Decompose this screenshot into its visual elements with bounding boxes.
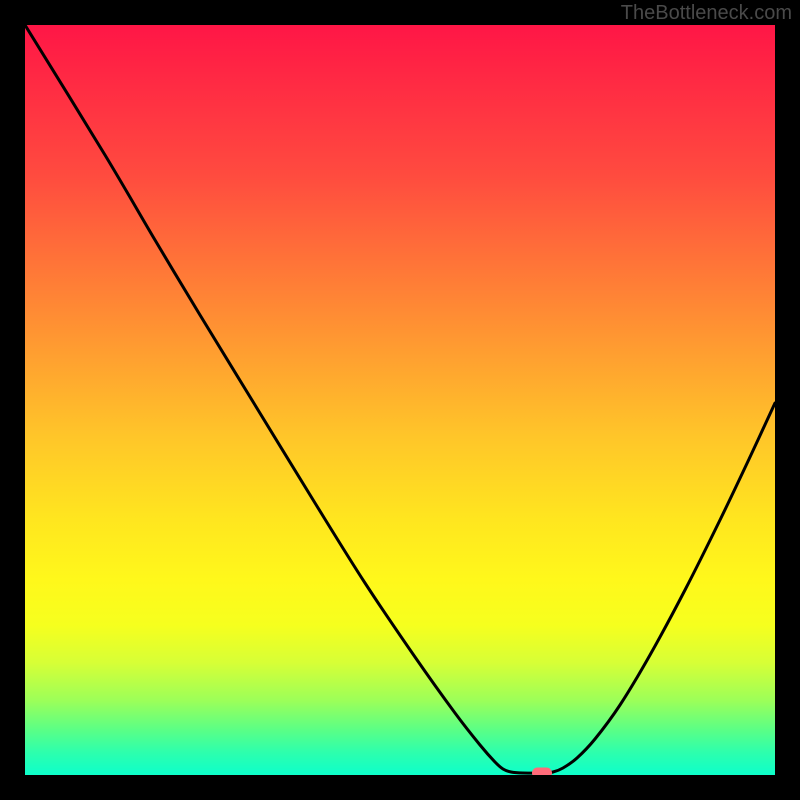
bottleneck-curve <box>25 25 775 775</box>
watermark-text: TheBottleneck.com <box>621 2 792 25</box>
optimal-point-marker <box>532 768 552 776</box>
plot-area <box>25 25 775 775</box>
